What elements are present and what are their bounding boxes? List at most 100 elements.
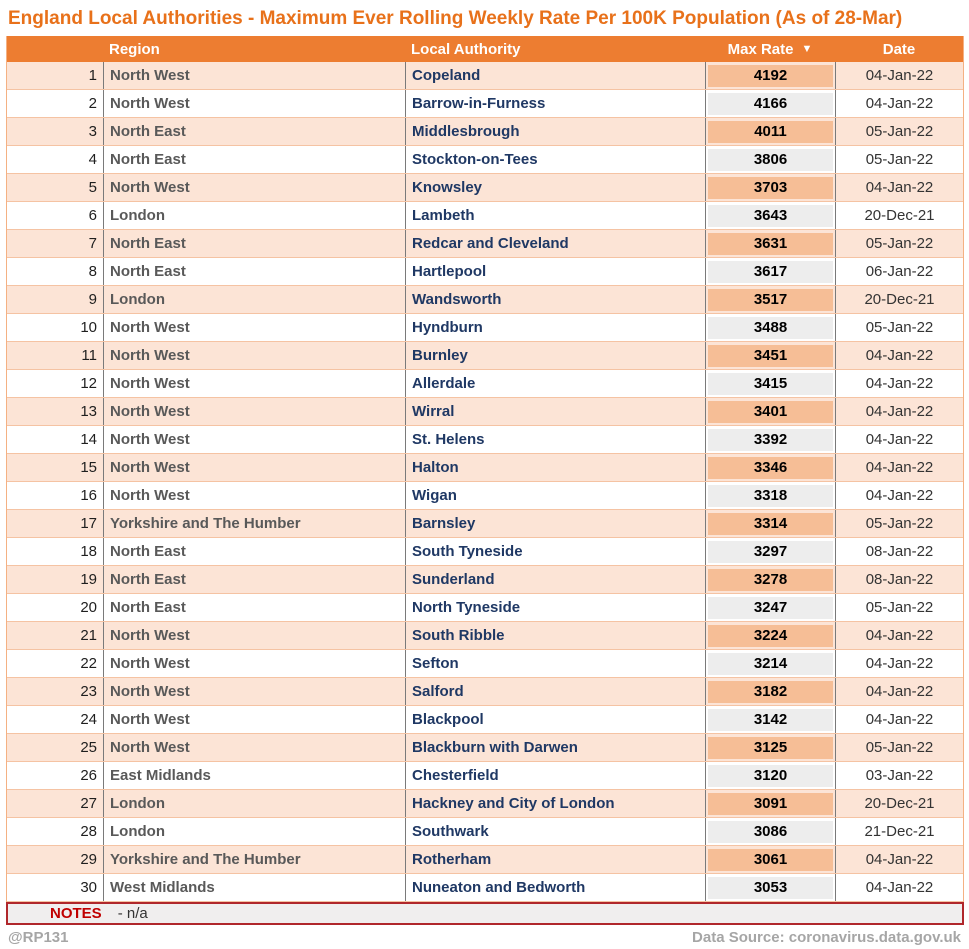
max-rate-cell: 3224: [705, 622, 835, 649]
rate-table: Region Local Authority Max Rate ▼ Date 1…: [6, 36, 964, 902]
rank-cell: 23: [80, 683, 97, 700]
rank-cell: 7: [88, 235, 97, 252]
max-rate-value: 3451: [708, 344, 833, 367]
max-rate-cell: 3643: [705, 202, 835, 229]
date-cell: 08-Jan-22: [835, 566, 963, 593]
rank-cell: 26: [80, 767, 97, 784]
authority-cell: Southwark: [405, 818, 705, 845]
authority-cell: Hartlepool: [405, 258, 705, 285]
data-source: Data Source: coronavirus.data.gov.uk: [692, 928, 961, 946]
max-rate-value: 3125: [708, 736, 833, 759]
region-cell: North West: [103, 174, 405, 201]
region-cell: North West: [103, 622, 405, 649]
date-cell: 05-Jan-22: [835, 146, 963, 173]
rank-cell: 29: [80, 851, 97, 868]
region-cell: North West: [103, 482, 405, 509]
header-region-label: Region: [109, 40, 160, 58]
max-rate-cell: 3120: [705, 762, 835, 789]
rank-cell: 9: [88, 291, 97, 308]
max-rate-value: 3061: [708, 848, 833, 871]
header-local-authority: Local Authority: [405, 36, 705, 62]
date-cell: 04-Jan-22: [835, 174, 963, 201]
max-rate-cell: 3392: [705, 426, 835, 453]
table-row: 22 North West Sefton 3214 04-Jan-22: [7, 650, 963, 678]
max-rate-cell: 3214: [705, 650, 835, 677]
table-row: 14 North West St. Helens 3392 04-Jan-22: [7, 426, 963, 454]
max-rate-cell: 3318: [705, 482, 835, 509]
rank-cell: 11: [81, 347, 97, 364]
header-max-rate[interactable]: Max Rate ▼: [705, 36, 835, 62]
header-date-label: Date: [882, 40, 916, 58]
table-row: 11 North West Burnley 3451 04-Jan-22: [7, 342, 963, 370]
date-cell: 04-Jan-22: [835, 398, 963, 425]
max-rate-cell: 3142: [705, 706, 835, 733]
table-row: 3 North East Middlesbrough 4011 05-Jan-22: [7, 118, 963, 146]
max-rate-cell: 3297: [705, 538, 835, 565]
region-cell: East Midlands: [103, 762, 405, 789]
date-cell: 04-Jan-22: [835, 650, 963, 677]
table-row: 23 North West Salford 3182 04-Jan-22: [7, 678, 963, 706]
region-cell: North West: [103, 62, 405, 89]
max-rate-cell: 3488: [705, 314, 835, 341]
max-rate-cell: 3451: [705, 342, 835, 369]
max-rate-value: 3278: [708, 568, 833, 591]
authority-cell: Salford: [405, 678, 705, 705]
authority-cell: Allerdale: [405, 370, 705, 397]
max-rate-cell: 3278: [705, 566, 835, 593]
date-cell: 05-Jan-22: [835, 230, 963, 257]
max-rate-value: 3392: [708, 428, 833, 451]
max-rate-cell: 4192: [705, 62, 835, 89]
table-row: 12 North West Allerdale 3415 04-Jan-22: [7, 370, 963, 398]
date-cell: 04-Jan-22: [835, 874, 963, 901]
max-rate-value: 3086: [708, 820, 833, 843]
region-cell: North West: [103, 734, 405, 761]
rank-cell: 19: [80, 571, 97, 588]
table-row: 16 North West Wigan 3318 04-Jan-22: [7, 482, 963, 510]
sort-descending-icon[interactable]: ▼: [801, 43, 813, 55]
max-rate-value: 3314: [708, 512, 833, 535]
region-cell: North West: [103, 370, 405, 397]
rank-cell: 24: [80, 711, 97, 728]
table-row: 15 North West Halton 3346 04-Jan-22: [7, 454, 963, 482]
table-row: 7 North East Redcar and Cleveland 3631 05-Ja…: [7, 230, 963, 258]
authority-cell: Nuneaton and Bedworth: [405, 874, 705, 901]
date-cell: 03-Jan-22: [835, 762, 963, 789]
table-row: 19 North East Sunderland 3278 08-Jan-22: [7, 566, 963, 594]
table-row: 30 West Midlands Nuneaton and Bedworth 3053…: [7, 874, 963, 902]
region-cell: North East: [103, 538, 405, 565]
notes-text: - n/a: [117, 905, 148, 922]
header-local-authority-label: Local Authority: [411, 40, 521, 58]
region-cell: North West: [103, 678, 405, 705]
max-rate-cell: 3346: [705, 454, 835, 481]
max-rate-value: 3643: [708, 204, 833, 227]
max-rate-value: 3806: [708, 148, 833, 171]
authority-cell: Wigan: [405, 482, 705, 509]
authority-cell: South Tyneside: [405, 538, 705, 565]
table-row: 27 London Hackney and City of London 3091 20…: [7, 790, 963, 818]
table-row: 4 North East Stockton-on-Tees 3806 05-Jan-22: [7, 146, 963, 174]
max-rate-value: 3703: [708, 176, 833, 199]
max-rate-cell: 3517: [705, 286, 835, 313]
rank-cell: 4: [88, 151, 97, 168]
authority-cell: Barnsley: [405, 510, 705, 537]
authority-cell: Copeland: [405, 62, 705, 89]
date-cell: 04-Jan-22: [835, 342, 963, 369]
rank-cell: 20: [80, 599, 97, 616]
max-rate-value: 4192: [708, 64, 833, 87]
region-cell: North West: [103, 342, 405, 369]
max-rate-value: 3224: [708, 624, 833, 647]
authority-cell: Lambeth: [405, 202, 705, 229]
max-rate-value: 3091: [708, 792, 833, 815]
table-row: 9 London Wandsworth 3517 20-Dec-21: [7, 286, 963, 314]
max-rate-value: 3401: [708, 400, 833, 423]
rank-cell: 28: [80, 823, 97, 840]
rank-cell: 13: [80, 403, 97, 420]
authority-cell: Sunderland: [405, 566, 705, 593]
date-cell: 21-Dec-21: [835, 818, 963, 845]
notes-row: NOTES - n/a: [6, 902, 964, 925]
region-cell: North West: [103, 706, 405, 733]
authority-cell: Barrow-in-Furness: [405, 90, 705, 117]
table-row: 17 Yorkshire and The Humber Barnsley 3314 05…: [7, 510, 963, 538]
table-row: 2 North West Barrow-in-Furness 4166 04-Jan-2…: [7, 90, 963, 118]
footer: @RP131 Data Source: coronavirus.data.gov…: [0, 925, 969, 949]
